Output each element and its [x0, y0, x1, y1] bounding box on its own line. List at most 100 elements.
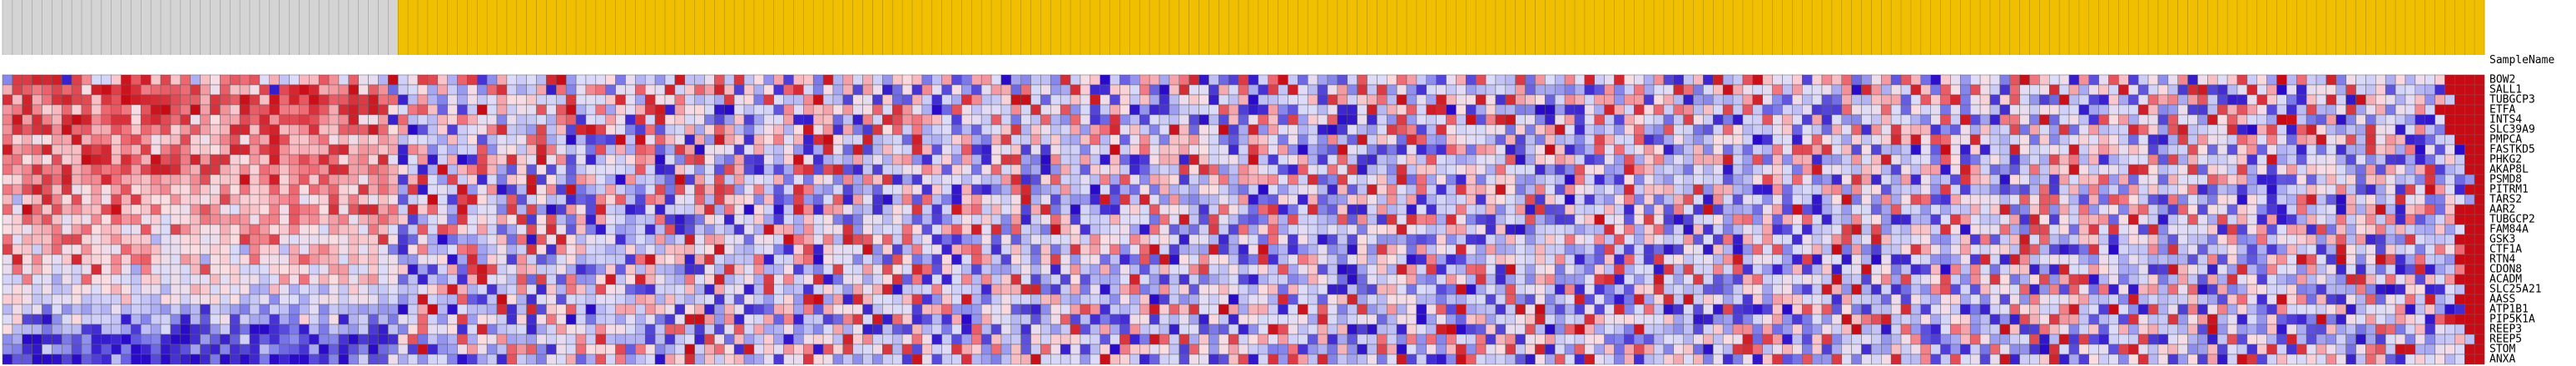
heatmap-cell	[2286, 124, 2297, 136]
heatmap-cell	[714, 194, 725, 205]
heatmap-cell	[635, 214, 646, 225]
heatmap-cell	[1010, 104, 1021, 116]
heatmap-cell	[2216, 174, 2228, 185]
heatmap-cell	[1940, 154, 1951, 166]
heatmap-cell	[2415, 214, 2425, 225]
heatmap-cell	[1228, 244, 1239, 255]
heatmap-cell	[743, 224, 755, 235]
heatmap-cell	[368, 144, 379, 156]
heatmap-cell	[1377, 84, 1387, 96]
heatmap-cell	[2098, 164, 2109, 176]
heatmap-cell	[822, 214, 834, 225]
heatmap-cell	[318, 114, 330, 126]
heatmap-cell	[259, 84, 271, 96]
heatmap-cell	[1199, 114, 1209, 126]
heatmap-cell	[1545, 224, 1556, 235]
heatmap-cell	[1831, 144, 1843, 156]
heatmap-cell	[793, 124, 804, 136]
heatmap-cell	[2345, 74, 2356, 86]
heatmap-cell	[2009, 164, 2020, 176]
heatmap-cell	[220, 224, 231, 235]
heatmap-cell	[338, 84, 350, 96]
heatmap-cell	[1545, 214, 1556, 225]
heatmap-cell	[2187, 244, 2198, 255]
heatmap-cell	[220, 134, 231, 146]
heatmap-cell	[1614, 174, 1625, 185]
heatmap-cell	[2474, 164, 2485, 176]
heatmap-cell	[1189, 94, 1199, 106]
heatmap-cell	[1861, 84, 1872, 96]
heatmap-cell	[793, 104, 804, 116]
heatmap-cell	[259, 114, 271, 126]
heatmap-cell	[773, 244, 784, 255]
heatmap-cell	[91, 244, 102, 255]
heatmap-cell	[2454, 134, 2465, 146]
heatmap-cell	[2355, 144, 2366, 156]
heatmap-cell	[1298, 174, 1308, 185]
heatmap-cell	[2375, 214, 2386, 225]
heatmap-cell	[32, 74, 42, 86]
heatmap-cell	[763, 84, 774, 96]
heatmap-cell	[1070, 134, 1081, 146]
heatmap-cell	[1713, 174, 1724, 185]
heatmap-cell	[704, 254, 715, 265]
heatmap-cell	[131, 114, 141, 126]
heatmap-cell	[378, 204, 389, 215]
heatmap-cell	[467, 74, 478, 86]
heatmap-cell	[1495, 194, 1506, 205]
heatmap-cell	[1762, 184, 1773, 195]
heatmap-cell	[2147, 204, 2159, 215]
heatmap-cell	[1466, 134, 1477, 146]
heatmap-cell	[2425, 244, 2435, 255]
heatmap-cell	[477, 154, 488, 166]
heatmap-cell	[2029, 84, 2040, 96]
heatmap-cell	[289, 114, 300, 126]
heatmap-cell	[1475, 184, 1487, 195]
heatmap-cell	[1456, 164, 1467, 176]
heatmap-cell	[753, 224, 765, 235]
heatmap-cell	[1406, 84, 1417, 96]
heatmap-cell	[2019, 84, 2030, 96]
heatmap-cell	[1653, 164, 1665, 176]
heatmap-cell	[457, 84, 468, 96]
heatmap-cell	[1000, 244, 1012, 255]
heatmap-cell	[1406, 234, 1417, 245]
heatmap-cell	[447, 254, 458, 265]
heatmap-cell	[1584, 244, 1596, 255]
heatmap-cell	[1762, 224, 1773, 235]
heatmap-cell	[1900, 114, 1912, 126]
heatmap-cell	[1109, 74, 1120, 86]
heatmap-cell	[793, 254, 804, 265]
heatmap-cell	[467, 174, 478, 185]
heatmap-cell	[328, 84, 340, 96]
heatmap-cell	[2226, 144, 2238, 156]
heatmap-cell	[42, 124, 52, 136]
heatmap-cell	[1317, 84, 1328, 96]
heatmap-cell	[1466, 184, 1477, 195]
heatmap-cell	[81, 104, 92, 116]
heatmap-cell	[1634, 94, 1645, 106]
heatmap-cell	[980, 124, 992, 136]
heatmap-cell	[1940, 174, 1951, 185]
heatmap-cell	[506, 204, 518, 215]
heatmap-cell	[1792, 184, 1803, 195]
heatmap-cell	[318, 134, 330, 146]
heatmap-cell	[882, 174, 893, 185]
heatmap-cell	[1337, 244, 1348, 255]
heatmap-cell	[1732, 184, 1744, 195]
heatmap-cell	[1179, 204, 1189, 215]
heatmap-cell	[694, 204, 705, 215]
heatmap-cell	[1228, 204, 1239, 215]
heatmap-cell	[1327, 134, 1338, 146]
heatmap-cell	[2019, 224, 2030, 235]
heatmap-cell	[605, 94, 616, 106]
heatmap-cell	[733, 214, 745, 225]
heatmap-cell	[427, 144, 438, 156]
heatmap-cell	[536, 154, 547, 166]
heatmap-cell	[753, 194, 765, 205]
heatmap-cell	[496, 184, 508, 195]
heatmap-cell	[1762, 74, 1773, 86]
heatmap-cell	[1387, 134, 1397, 146]
heatmap-cell	[2029, 204, 2040, 215]
heatmap-cell	[1000, 114, 1012, 126]
